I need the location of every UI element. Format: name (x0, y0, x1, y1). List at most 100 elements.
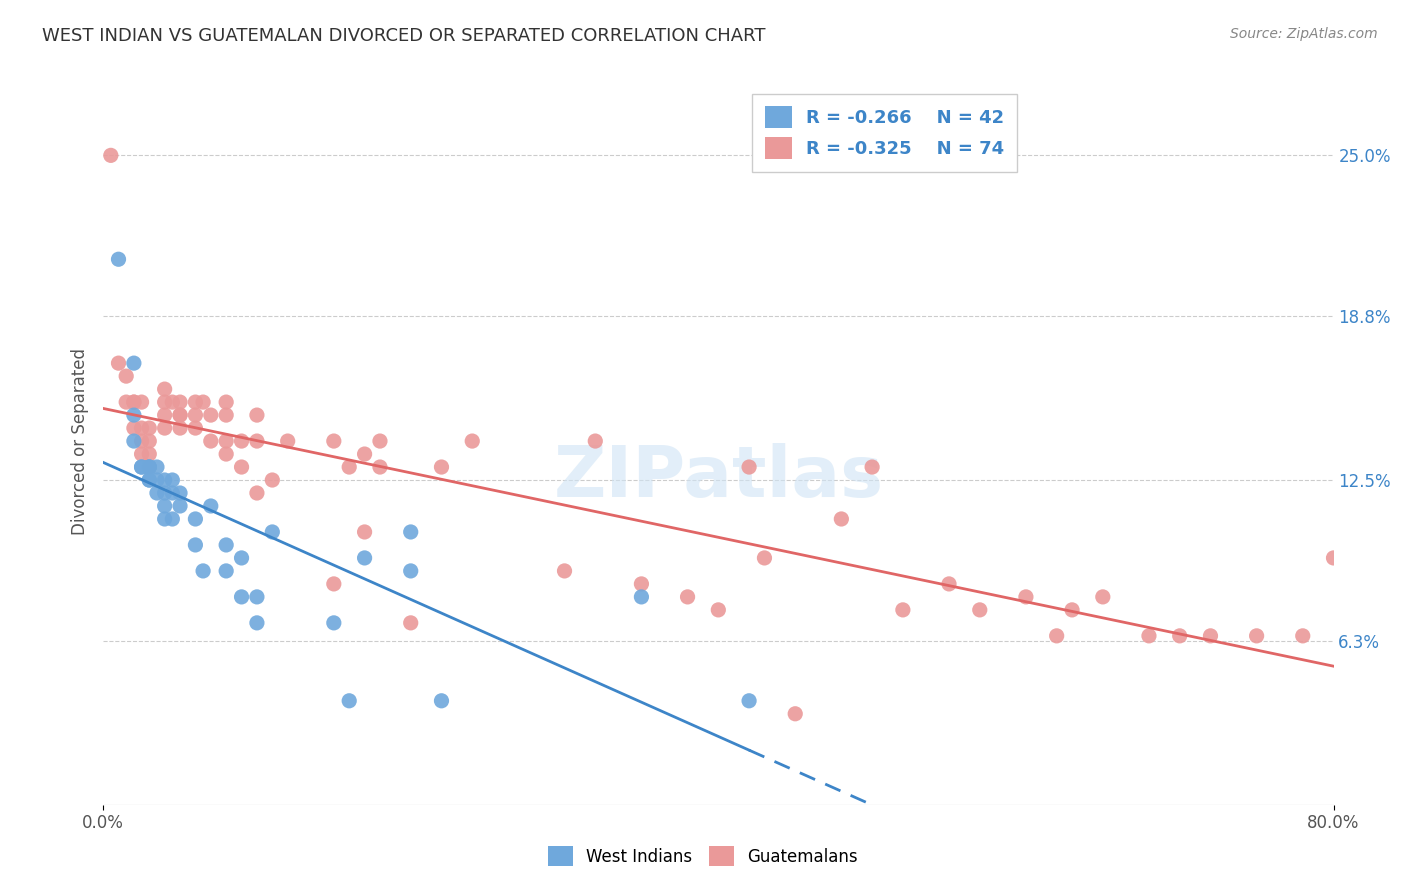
Point (1292, 629, 1315, 643)
Point (215, 447, 238, 461)
Point (200, 408, 222, 422)
Point (169, 486, 191, 500)
Point (399, 564, 422, 578)
Point (162, 512, 184, 526)
Point (153, 486, 176, 500)
Point (938, 577, 960, 591)
Point (583, 434, 606, 448)
Point (399, 615, 422, 630)
Point (153, 395, 176, 409)
Point (215, 564, 238, 578)
Point (246, 615, 269, 630)
Point (191, 395, 214, 409)
Point (246, 486, 269, 500)
Point (430, 460, 453, 475)
Point (215, 408, 238, 422)
Point (138, 434, 160, 448)
Point (262, 524, 284, 539)
Text: WEST INDIAN VS GUATEMALAN DIVORCED OR SEPARATED CORRELATION CHART: WEST INDIAN VS GUATEMALAN DIVORCED OR SE… (42, 27, 766, 45)
Point (337, 694, 360, 708)
Legend: R = -0.266    N = 42, R = -0.325    N = 74: R = -0.266 N = 42, R = -0.325 N = 74 (752, 94, 1017, 172)
Point (1322, 550, 1344, 565)
Point (162, 473, 184, 487)
Point (353, 524, 375, 539)
Point (630, 577, 652, 591)
Point (169, 395, 191, 409)
Point (277, 434, 299, 448)
Point (676, 590, 699, 604)
Point (215, 434, 238, 448)
Point (353, 447, 375, 461)
Point (368, 434, 391, 448)
Y-axis label: Divorced or Separated: Divorced or Separated (72, 348, 89, 534)
Point (122, 395, 145, 409)
Point (231, 550, 253, 565)
Point (754, 550, 776, 565)
Point (322, 434, 344, 448)
Point (169, 408, 191, 422)
Point (122, 408, 145, 422)
Point (138, 473, 160, 487)
Point (337, 460, 360, 475)
Point (969, 603, 991, 617)
Point (184, 408, 207, 422)
Point (131, 460, 153, 475)
Point (122, 434, 145, 448)
Point (322, 577, 344, 591)
Point (200, 434, 222, 448)
Point (115, 395, 138, 409)
Point (860, 460, 883, 475)
Point (830, 512, 852, 526)
Point (122, 395, 145, 409)
Point (100, 148, 122, 162)
Point (146, 486, 169, 500)
Point (322, 615, 344, 630)
Point (891, 603, 914, 617)
Point (368, 460, 391, 475)
Point (215, 538, 238, 552)
Text: Source: ZipAtlas.com: Source: ZipAtlas.com (1230, 27, 1378, 41)
Point (630, 590, 652, 604)
Point (246, 590, 269, 604)
Point (131, 395, 153, 409)
Point (215, 395, 238, 409)
Point (184, 538, 207, 552)
Point (138, 460, 160, 475)
Point (1168, 629, 1191, 643)
Point (131, 434, 153, 448)
Text: ZIPatlas: ZIPatlas (553, 443, 883, 512)
Point (1091, 590, 1114, 604)
Point (107, 356, 129, 370)
Point (122, 356, 145, 370)
Point (138, 460, 160, 475)
Point (115, 369, 138, 384)
Point (131, 421, 153, 435)
Point (153, 408, 176, 422)
Point (162, 395, 184, 409)
Point (122, 421, 145, 435)
Point (169, 499, 191, 513)
Point (153, 382, 176, 396)
Point (200, 499, 222, 513)
Point (262, 473, 284, 487)
Point (138, 460, 160, 475)
Point (184, 395, 207, 409)
Point (246, 434, 269, 448)
Point (1137, 629, 1160, 643)
Point (131, 447, 153, 461)
Point (153, 499, 176, 513)
Point (399, 524, 422, 539)
Point (191, 564, 214, 578)
Point (738, 694, 761, 708)
Point (146, 473, 169, 487)
Point (138, 421, 160, 435)
Point (162, 486, 184, 500)
Point (461, 434, 484, 448)
Legend: West Indians, Guatemalans: West Indians, Guatemalans (540, 838, 866, 875)
Point (231, 590, 253, 604)
Point (430, 694, 453, 708)
Point (138, 460, 160, 475)
Point (707, 603, 730, 617)
Point (131, 460, 153, 475)
Point (246, 408, 269, 422)
